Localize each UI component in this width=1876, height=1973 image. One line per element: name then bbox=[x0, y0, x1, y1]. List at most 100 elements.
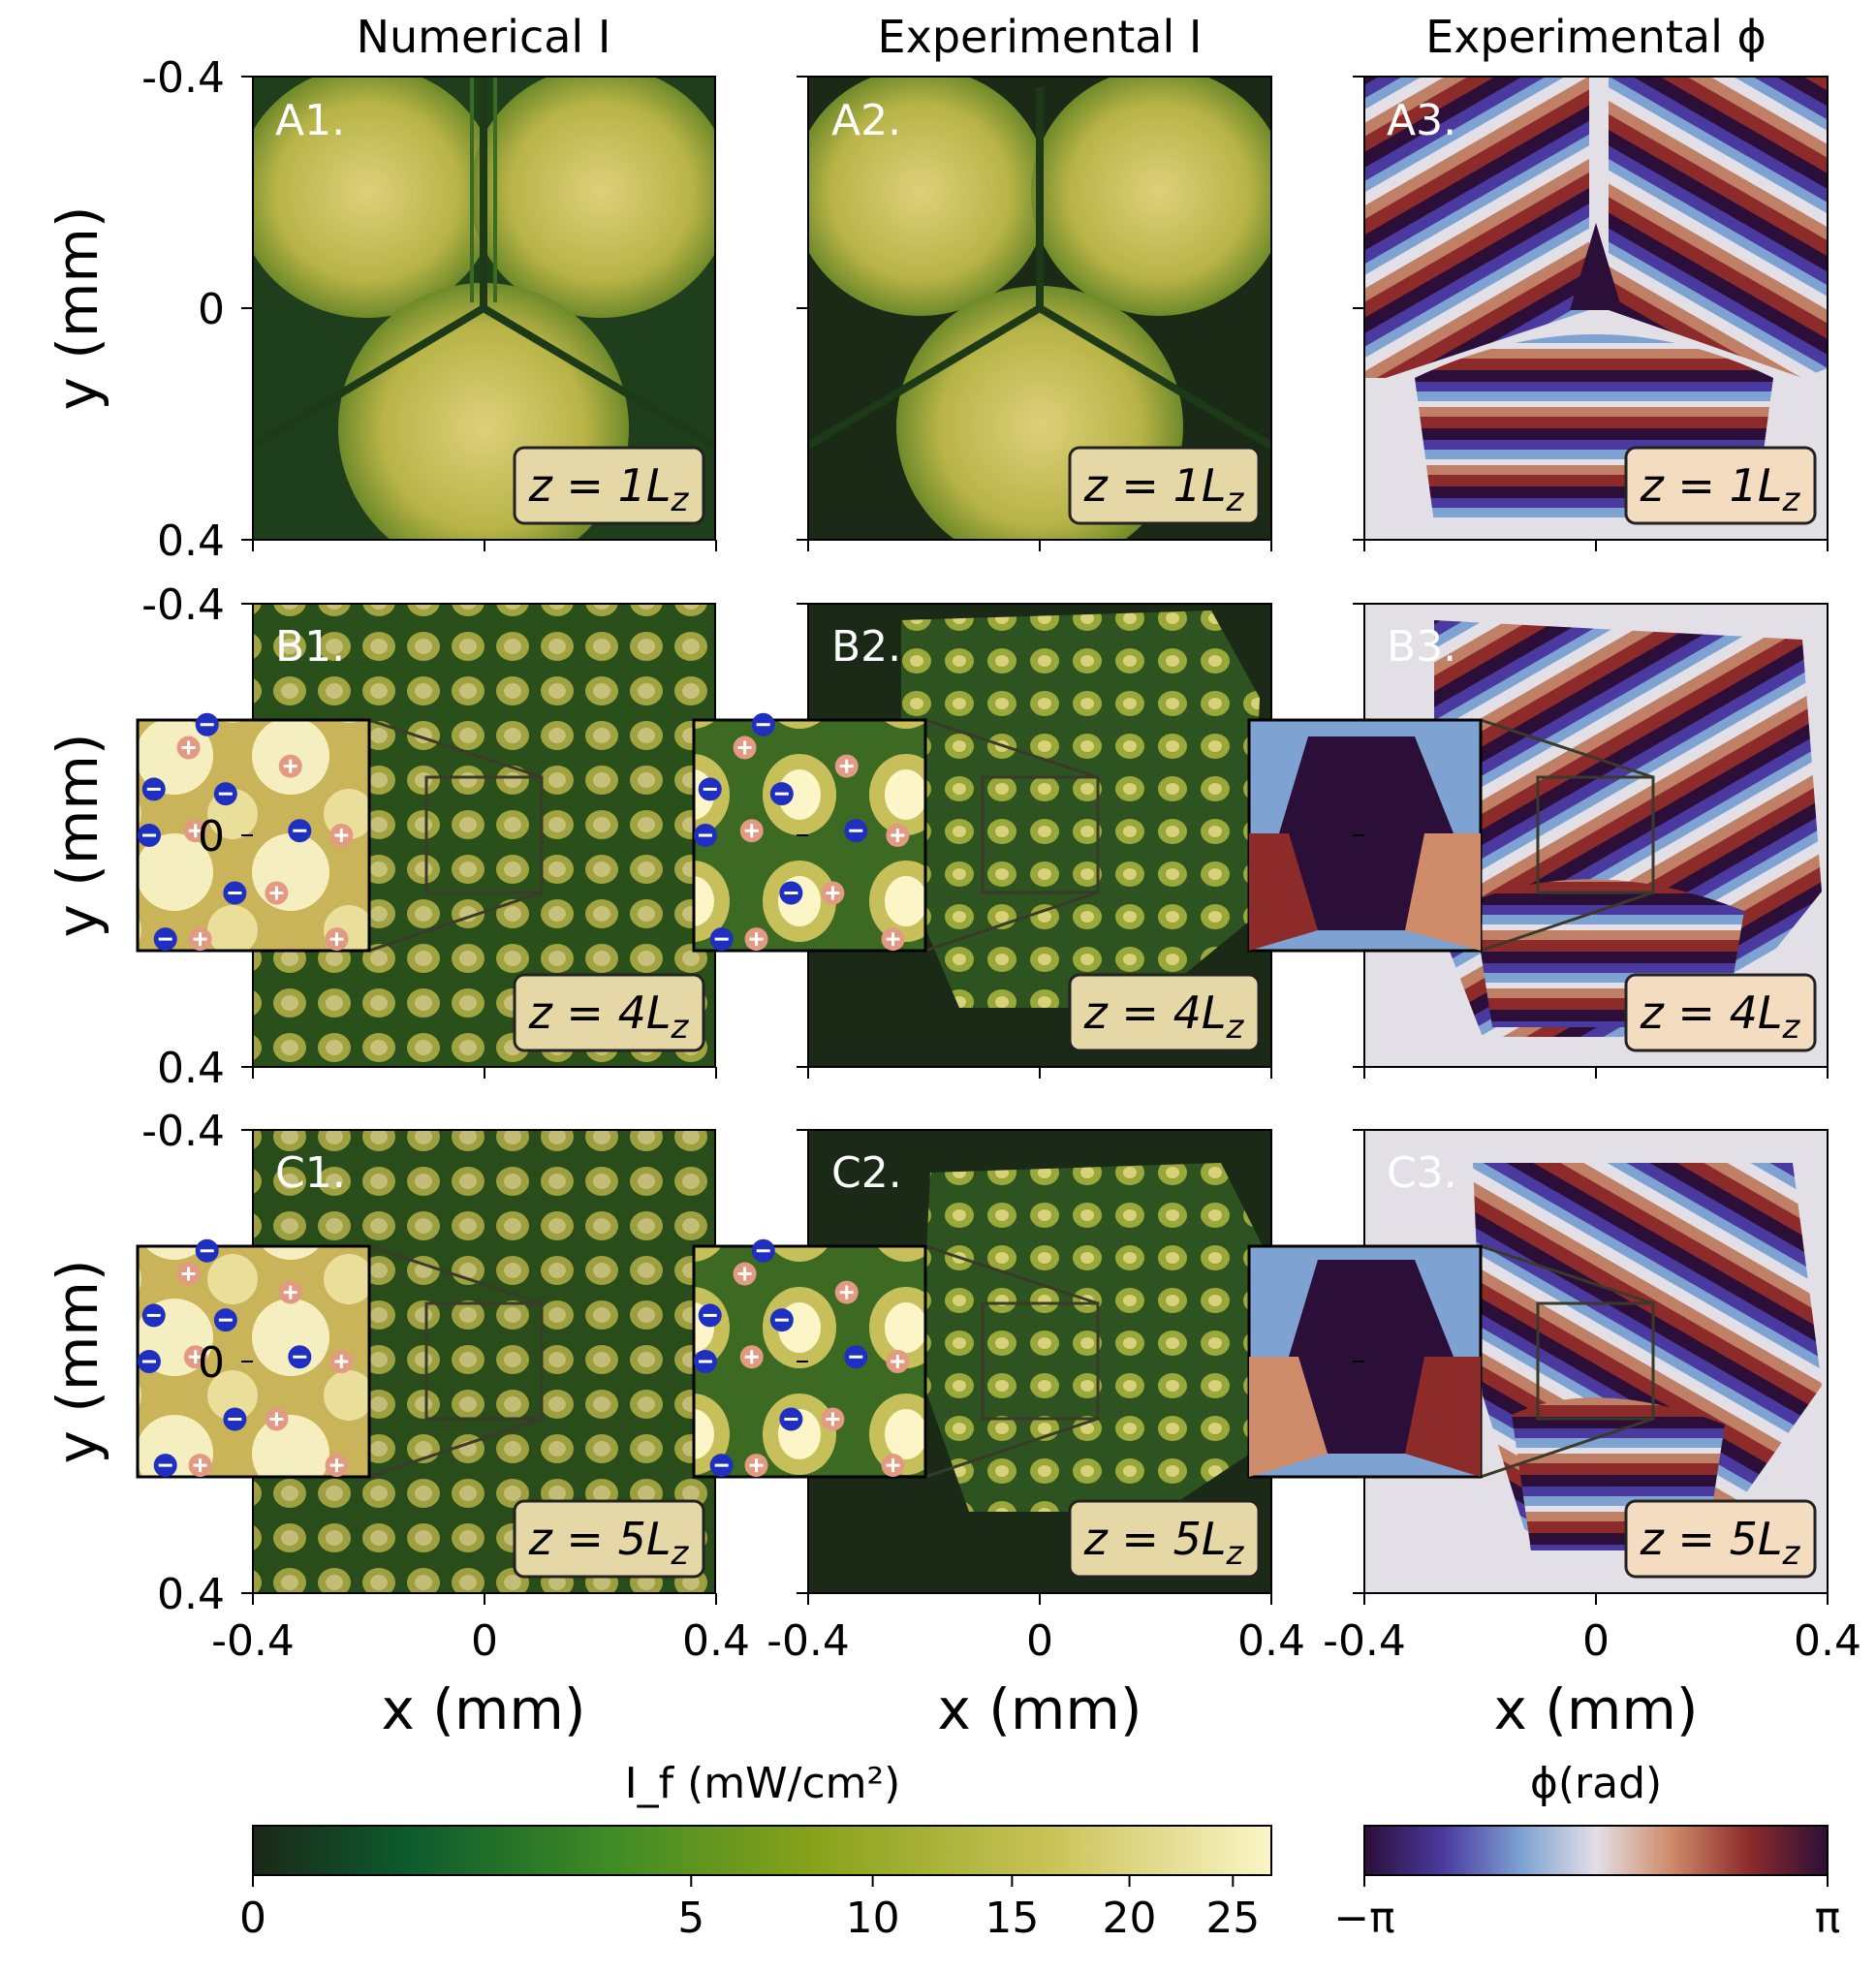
y-tick-label: -0.4 bbox=[141, 53, 225, 103]
x-tick-label: 0.4 bbox=[682, 1616, 750, 1666]
y-tick-label: -0.4 bbox=[141, 580, 225, 630]
z-label-text: z = 5Lz bbox=[1083, 1513, 1245, 1573]
colorbar-intensity-tick-label: 20 bbox=[1103, 1894, 1157, 1943]
z-label-text: z = 1Lz bbox=[1640, 459, 1801, 519]
colorbar-intensity-tick-label: 10 bbox=[846, 1894, 900, 1943]
x-tick-label: 0.4 bbox=[1237, 1616, 1305, 1666]
panel-label-a1: A1. bbox=[275, 96, 345, 145]
y-tick-label: 0 bbox=[198, 285, 225, 334]
column-title-1: Numerical I bbox=[357, 11, 611, 63]
plus-glyph bbox=[283, 1285, 297, 1300]
colorbar-intensity-label: I_f (mW/cm²) bbox=[625, 1759, 901, 1808]
plus-glyph bbox=[193, 1458, 207, 1473]
panel-a1 bbox=[253, 77, 715, 540]
plus-glyph bbox=[826, 1412, 840, 1426]
z-label-text: z = 5Lz bbox=[528, 1513, 690, 1573]
z-label-text: z = 4Lz bbox=[1640, 986, 1801, 1047]
xlabel-col-2: x (mm) bbox=[937, 1676, 1141, 1742]
y-tick-label: 0.4 bbox=[157, 517, 225, 566]
panel-label-a3: A3. bbox=[1387, 96, 1456, 145]
plus-glyph bbox=[744, 824, 759, 838]
plus-glyph bbox=[839, 759, 854, 773]
plus-glyph bbox=[891, 1355, 905, 1368]
panel-label-b3: B3. bbox=[1387, 622, 1456, 672]
x-tick-label: 0 bbox=[471, 1616, 498, 1666]
z-labels: z = 1Lz z = 1Lz z = 1Lz z = 4Lz z = 4Lz z = 4… bbox=[513, 446, 1817, 1579]
x-tick-label: -0.4 bbox=[1323, 1616, 1406, 1666]
plus-glyph bbox=[744, 1350, 759, 1364]
colorbar-phase-tick-label: π bbox=[1815, 1894, 1841, 1943]
plus-glyph bbox=[329, 932, 344, 947]
y-tick-label: 0.4 bbox=[157, 1570, 225, 1619]
z-label-box bbox=[1624, 973, 1817, 1052]
plus-glyph bbox=[329, 1458, 344, 1473]
column-title-2: Experimental I bbox=[878, 11, 1203, 63]
plus-glyph bbox=[188, 1350, 203, 1364]
column-title-3: Experimental ϕ bbox=[1425, 11, 1767, 63]
plus-glyph bbox=[886, 932, 900, 947]
colorbar-intensity-tick-label: 5 bbox=[677, 1894, 704, 1943]
plus-glyph bbox=[749, 932, 764, 947]
colorbar-phase bbox=[1363, 1825, 1829, 1876]
panel-label-c3: C3. bbox=[1387, 1148, 1457, 1198]
axis-tick-labels: -0.400.4-0.400.4-0.400.4-0.4 0 0.4 -0.4 0 0.4… bbox=[141, 53, 1861, 1666]
z-label-text: z = 4Lz bbox=[528, 986, 690, 1047]
y-tick-label: -0.4 bbox=[141, 1107, 225, 1156]
vortex-markers bbox=[137, 712, 910, 1478]
y-tick-label: 0 bbox=[198, 812, 225, 861]
plus-glyph bbox=[269, 886, 284, 900]
plus-glyph bbox=[193, 932, 207, 947]
xlabel-col-1: x (mm) bbox=[381, 1676, 585, 1742]
colorbar-phase-tick-label: −π bbox=[1333, 1894, 1394, 1943]
ylabel-row-c: y (mm) bbox=[45, 1259, 110, 1463]
z-label-box bbox=[1068, 1499, 1261, 1579]
plus-glyph bbox=[839, 1285, 854, 1300]
colorbar-intensity-tick-label: 15 bbox=[985, 1894, 1039, 1943]
z-label-box bbox=[513, 446, 705, 525]
colorbar-phase-ticks: −π π bbox=[1333, 1875, 1840, 1943]
panel-label-b1: B1. bbox=[275, 622, 345, 672]
x-tick-label: -0.4 bbox=[766, 1616, 850, 1666]
plus-glyph bbox=[283, 759, 297, 773]
zoom-boxes bbox=[368, 718, 1655, 1479]
y-tick-label: 0.4 bbox=[157, 1044, 225, 1093]
colorbar-intensity-ticks: 0 5 10 15 20 25 bbox=[239, 1875, 1260, 1943]
panel-label-c2: C2. bbox=[831, 1148, 902, 1198]
y-tick-label: 0 bbox=[198, 1338, 225, 1388]
axis-ticks bbox=[241, 76, 1829, 1605]
z-label-box bbox=[1624, 446, 1817, 525]
x-tick-label: 0 bbox=[1026, 1616, 1053, 1666]
inset-c3 bbox=[1247, 1244, 1483, 1479]
plus-glyph bbox=[826, 886, 840, 900]
z-label-box bbox=[513, 1499, 705, 1579]
x-tick-label: -0.4 bbox=[211, 1616, 295, 1666]
plus-glyph bbox=[334, 1355, 349, 1368]
plus-glyph bbox=[737, 740, 752, 755]
z-label-text: z = 1Lz bbox=[528, 459, 690, 519]
colorbar-intensity-tick-label: 0 bbox=[239, 1894, 266, 1943]
plus-glyph bbox=[181, 740, 196, 755]
plus-glyph bbox=[269, 1412, 284, 1426]
z-label-text: z = 4Lz bbox=[1083, 986, 1245, 1047]
z-label-text: z = 5Lz bbox=[1640, 1513, 1801, 1573]
colorbar-intensity bbox=[252, 1825, 1272, 1876]
plus-glyph bbox=[188, 824, 203, 838]
inset-b3 bbox=[1247, 718, 1483, 953]
z-label-box bbox=[513, 973, 705, 1052]
z-label-box bbox=[1624, 1499, 1817, 1579]
colorbar-intensity-tick-label: 25 bbox=[1205, 1894, 1260, 1943]
panel-label-b2: B2. bbox=[831, 622, 901, 672]
ylabel-row-b: y (mm) bbox=[45, 733, 110, 937]
plus-glyph bbox=[886, 1458, 900, 1473]
panel-label-c1: C1. bbox=[275, 1148, 346, 1198]
ylabel-row-a: y (mm) bbox=[45, 205, 110, 410]
z-label-box bbox=[1068, 973, 1261, 1052]
x-tick-label: 0.4 bbox=[1794, 1616, 1861, 1666]
x-tick-label: 0 bbox=[1582, 1616, 1610, 1666]
xlabel-col-3: x (mm) bbox=[1493, 1676, 1698, 1742]
plus-glyph bbox=[334, 829, 349, 842]
z-label-text: z = 1Lz bbox=[1083, 459, 1245, 519]
panel-label-a2: A2. bbox=[831, 96, 901, 145]
z-label-box bbox=[1068, 446, 1261, 525]
